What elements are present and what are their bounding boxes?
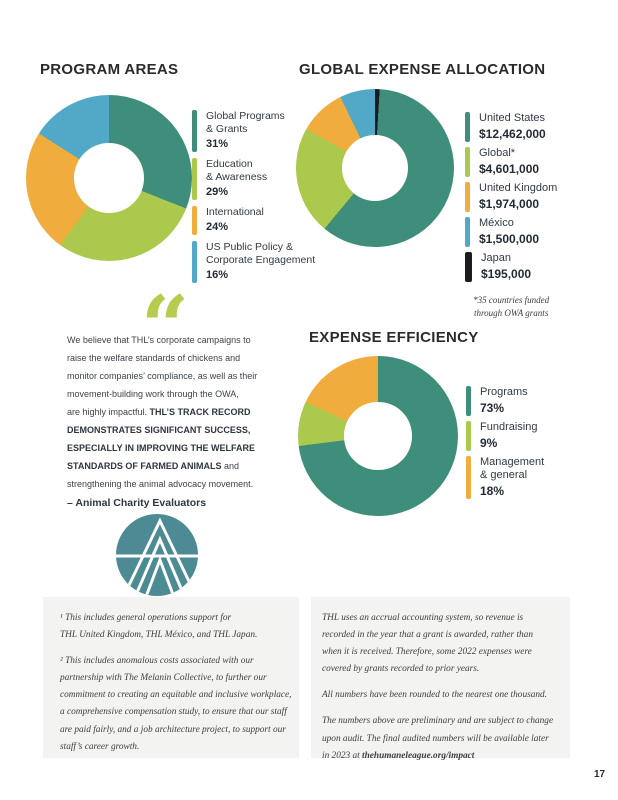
legend-value: $1,500,000 bbox=[479, 232, 540, 246]
program-areas-donut-chart bbox=[26, 95, 192, 261]
legend-value: $12,462,000 bbox=[479, 127, 546, 141]
footnotes-panel-right: THL uses an accrual accounting system, s… bbox=[311, 597, 570, 761]
legend-value: 29% bbox=[206, 186, 229, 198]
footnote-paragraph: The numbers above are preliminary and ar… bbox=[322, 713, 564, 764]
footnotes-panel-left: ¹ This includes general operations suppo… bbox=[43, 597, 299, 758]
legend-color-tick bbox=[465, 147, 470, 177]
legend-label: Programs bbox=[480, 386, 528, 398]
legend-color-tick bbox=[192, 158, 197, 200]
program-areas-title: PROGRAM AREAS bbox=[40, 61, 179, 78]
footnote-paragraph: All numbers have been rounded to the nea… bbox=[322, 690, 547, 701]
expense-efficiency-title: EXPENSE EFFICIENCY bbox=[309, 329, 479, 346]
legend-color-tick bbox=[466, 456, 471, 499]
quote-text-regular: and strengthening the animal advocacy mo… bbox=[67, 461, 254, 489]
legend-item: Education & Awareness 29% bbox=[192, 158, 315, 200]
legend-color-tick bbox=[192, 110, 197, 152]
legend-color-tick bbox=[192, 241, 197, 283]
legend-label: United Kingdom bbox=[479, 182, 558, 194]
legend-label: Global* bbox=[479, 147, 516, 159]
legend-color-tick bbox=[465, 217, 470, 247]
legend-label: United States bbox=[479, 112, 546, 124]
legend-label: Education & Awareness bbox=[206, 158, 268, 183]
legend-label: México bbox=[479, 217, 514, 229]
legend-label: Global Programs & Grants bbox=[206, 110, 285, 135]
legend-item: Global Programs & Grants 31% bbox=[192, 110, 315, 152]
legend-value: $195,000 bbox=[481, 267, 532, 281]
legend-color-tick bbox=[192, 206, 197, 235]
legend-item: Japan $195,000 bbox=[465, 252, 557, 282]
global-expense-legend: United States $12,462,000 Global* $4,601… bbox=[465, 112, 557, 320]
legend-value: $1,974,000 bbox=[479, 197, 540, 211]
legend-color-tick bbox=[465, 112, 470, 142]
expense-efficiency-legend: Programs 73% Fundraising 9% Management &… bbox=[466, 386, 544, 499]
legend-color-tick bbox=[465, 252, 472, 282]
legend-value: 24% bbox=[206, 221, 229, 233]
quote-text-regular: We believe that THL’s corporate campaign… bbox=[67, 335, 258, 417]
quote-text-bold: THL’S TRACK RECORD DEMONSTRATES SIGNIFIC… bbox=[67, 407, 256, 471]
legend-item: United Kingdom $1,974,000 bbox=[465, 182, 557, 212]
legend-value: 73% bbox=[480, 401, 505, 415]
global-expense-title: GLOBAL EXPENSE ALLOCATION bbox=[299, 61, 546, 78]
legend-item: México $1,500,000 bbox=[465, 217, 557, 247]
legend-label: International bbox=[206, 206, 264, 218]
legend-color-tick bbox=[466, 421, 471, 451]
footnote-text-regular: The numbers above are preliminary and ar… bbox=[322, 716, 554, 761]
program-areas-legend: Global Programs & Grants 31% Education &… bbox=[192, 110, 315, 283]
legend-item: US Public Policy & Corporate Engagement … bbox=[192, 241, 315, 283]
legend-item: Programs 73% bbox=[466, 386, 544, 416]
legend-value: 18% bbox=[480, 484, 505, 498]
legend-value: $4,601,000 bbox=[479, 162, 540, 176]
legend-color-tick bbox=[465, 182, 470, 212]
page-number: 17 bbox=[594, 769, 606, 780]
footnote-impact-url: thehumaneleague.org/impact bbox=[362, 750, 475, 761]
legend-item: Management & general 18% bbox=[466, 456, 544, 499]
legend-label: Management & general bbox=[480, 456, 545, 481]
legend-item: Global* $4,601,000 bbox=[465, 147, 557, 177]
global-expense-donut-chart bbox=[296, 89, 454, 247]
quote-mark-icon: “ bbox=[140, 277, 190, 376]
legend-value: 9% bbox=[480, 436, 498, 450]
legend-label: Fundraising bbox=[480, 421, 538, 433]
footnote-paragraph: ² This includes anomalous costs associat… bbox=[60, 656, 292, 752]
owa-grants-footnote: *35 countries funded through OWA grants bbox=[473, 295, 550, 318]
legend-color-tick bbox=[466, 386, 471, 416]
thl-mountain-logo-icon bbox=[116, 514, 198, 596]
quote-text: We believe that THL’s corporate campaign… bbox=[67, 331, 319, 493]
legend-item: International 24% bbox=[192, 206, 315, 235]
legend-label: Japan bbox=[481, 252, 511, 264]
footnote-paragraph: THL uses an accrual accounting system, s… bbox=[322, 613, 533, 675]
quote-attribution: – Animal Charity Evaluators bbox=[67, 497, 207, 509]
legend-label: US Public Policy & Corporate Engagement bbox=[206, 241, 316, 266]
footnote-paragraph: ¹ This includes general operations suppo… bbox=[60, 613, 258, 641]
expense-efficiency-donut-chart bbox=[298, 356, 458, 516]
legend-item: United States $12,462,000 bbox=[465, 112, 557, 142]
legend-value: 31% bbox=[206, 138, 229, 150]
legend-item: Fundraising 9% bbox=[466, 421, 544, 451]
legend-value: 16% bbox=[206, 269, 229, 281]
